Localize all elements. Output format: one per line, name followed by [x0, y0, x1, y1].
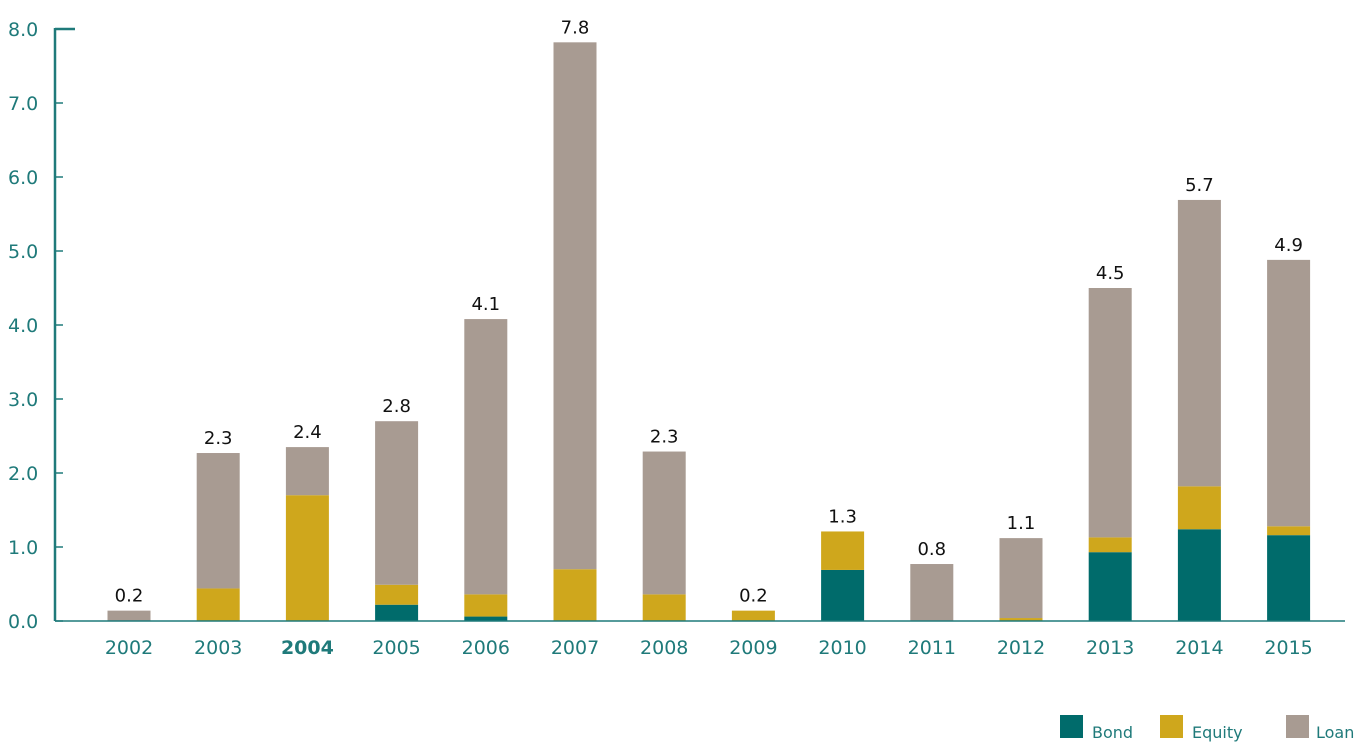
bar-segment-loan-2011 — [910, 564, 954, 621]
total-label-2006: 4.1 — [471, 294, 500, 315]
bar-segment-bond-2005 — [375, 604, 419, 621]
x-tick-label-2014: 2014 — [1175, 637, 1223, 659]
total-label-2012: 1.1 — [1007, 513, 1036, 534]
data-labels: 0.2 2.3 2.4 2.8 4.1 7.8 2.3 0.2 1.3 0.8 1.1 4.5 5.7 4… — [115, 17, 1303, 606]
bar-segment-bond-2015 — [1267, 535, 1311, 621]
x-tick-label-2009: 2009 — [729, 637, 777, 659]
legend-swatch-bond — [1060, 715, 1083, 738]
x-axis: 2002 2003 2004 2005 2006 2007 2008 2009 2010 2011… — [55, 620, 1345, 659]
y-tick-label: 8.0 — [8, 19, 38, 41]
y-tick-label: 3.0 — [8, 389, 38, 411]
x-tick-label-2012: 2012 — [997, 637, 1045, 659]
x-tick-label-2015: 2015 — [1264, 637, 1312, 659]
total-label-2005: 2.8 — [382, 396, 411, 417]
x-tick-label-2004: 2004 — [281, 637, 334, 659]
bar-segment-equity-2013 — [1088, 537, 1132, 553]
bar-segment-equity-2007 — [553, 569, 597, 621]
bar-segment-bond-2010 — [821, 569, 865, 621]
total-label-2002: 0.2 — [115, 586, 144, 607]
bar-segment-loan-2003 — [196, 453, 240, 589]
legend: Bond Equity Loan — [1060, 715, 1354, 742]
legend-swatch-equity — [1160, 715, 1183, 738]
y-tick-label: 7.0 — [8, 93, 38, 115]
x-tick-label-2008: 2008 — [640, 637, 688, 659]
total-label-2004: 2.4 — [293, 422, 322, 443]
total-label-2011: 0.8 — [917, 539, 946, 560]
bar-segment-equity-2010 — [821, 531, 865, 570]
y-tick-label: 5.0 — [8, 241, 38, 263]
bar-segment-equity-2012 — [999, 618, 1043, 621]
x-tick-label-2010: 2010 — [818, 637, 866, 659]
bar-segment-equity-2008 — [642, 594, 686, 621]
legend-label-equity: Equity — [1192, 723, 1243, 742]
bars — [107, 42, 1311, 621]
bar-segment-equity-2006 — [464, 594, 508, 617]
total-label-2013: 4.5 — [1096, 263, 1125, 284]
bar-segment-bond-2006 — [464, 616, 508, 621]
bar-segment-equity-2003 — [196, 588, 240, 621]
total-label-2007: 7.8 — [561, 17, 590, 38]
y-tick-label: 0.0 — [8, 611, 38, 633]
x-tick-label-2013: 2013 — [1086, 637, 1134, 659]
y-tick-label: 1.0 — [8, 537, 38, 559]
y-tick-label: 2.0 — [8, 463, 38, 485]
x-tick-label-2011: 2011 — [908, 637, 956, 659]
bar-segment-loan-2007 — [553, 42, 597, 570]
bar-segment-equity-2015 — [1267, 526, 1311, 536]
bar-segment-bond-2013 — [1088, 552, 1132, 621]
y-tick-label: 4.0 — [8, 315, 38, 337]
x-tick-label-2003: 2003 — [194, 637, 242, 659]
bar-segment-loan-2013 — [1088, 288, 1132, 538]
x-tick-label-2006: 2006 — [462, 637, 510, 659]
y-tick-label: 6.0 — [8, 167, 38, 189]
bar-segment-loan-2015 — [1267, 259, 1311, 527]
bar-segment-equity-2004 — [285, 495, 329, 621]
total-label-2008: 2.3 — [650, 427, 679, 448]
x-tick-label-2007: 2007 — [551, 637, 599, 659]
bar-segment-loan-2008 — [642, 451, 686, 595]
bar-segment-loan-2004 — [285, 447, 329, 496]
legend-label-bond: Bond — [1092, 723, 1133, 742]
total-label-2009: 0.2 — [739, 586, 768, 607]
bar-segment-loan-2014 — [1177, 199, 1221, 487]
legend-label-loan: Loan — [1316, 723, 1354, 742]
total-label-2014: 5.7 — [1185, 175, 1214, 196]
bar-segment-equity-2014 — [1177, 486, 1221, 530]
total-label-2003: 2.3 — [204, 428, 233, 449]
bar-segment-equity-2009 — [731, 610, 775, 621]
x-tick-label-2005: 2005 — [372, 637, 420, 659]
total-label-2015: 4.9 — [1274, 235, 1303, 256]
x-tick-label-2002: 2002 — [105, 637, 153, 659]
y-axis: 0.0 1.0 2.0 3.0 4.0 5.0 6.0 7.0 8.0 — [8, 19, 75, 633]
bar-segment-loan-2006 — [464, 319, 508, 595]
bar-segment-loan-2005 — [375, 421, 419, 585]
bar-segment-loan-2012 — [999, 538, 1043, 619]
bar-segment-bond-2014 — [1177, 529, 1221, 621]
total-label-2010: 1.3 — [828, 506, 857, 527]
legend-swatch-loan — [1286, 715, 1309, 738]
bar-segment-loan-2002 — [107, 610, 151, 621]
bar-segment-equity-2005 — [375, 584, 419, 605]
